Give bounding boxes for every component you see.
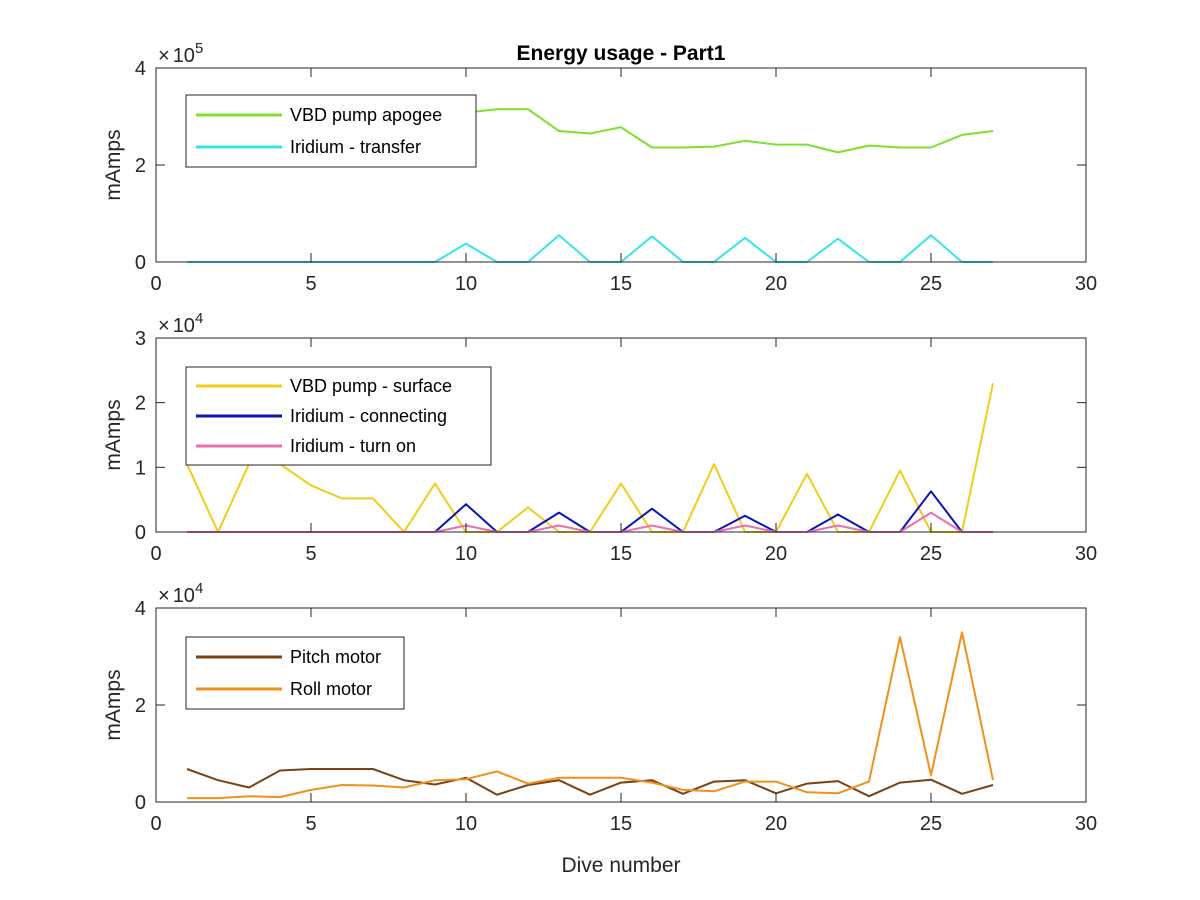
- y-tick-label: 4: [135, 598, 146, 620]
- legend: VBD pump - surface Iridium - connecting Ir…: [185, 366, 492, 466]
- x-tick-label: 25: [920, 543, 942, 565]
- legend-entry: Pitch motor: [290, 647, 381, 667]
- y-tick-label: 4: [135, 58, 146, 80]
- x-tick-label: 0: [150, 273, 161, 295]
- x-tick-label: 25: [920, 273, 942, 295]
- x-tick-label: 30: [1075, 543, 1097, 565]
- y-exponent-label: × 104: [158, 310, 203, 337]
- legend: Pitch motor Roll motor: [185, 636, 405, 710]
- legend-entry: VBD pump - surface: [290, 376, 452, 396]
- x-axis-label: Dive number: [561, 854, 680, 877]
- x-tick-label: 10: [455, 273, 477, 295]
- legend-box: [185, 94, 477, 168]
- y-tick-label: 0: [135, 522, 146, 544]
- panel-2: 0 5 10 15 20 25 30 0 1 2 3 × 104 mAmps VBD pump - surf…: [102, 310, 1097, 565]
- y-exponent: 4: [195, 310, 203, 327]
- y-tick-label: 1: [135, 457, 146, 479]
- chart-title: Energy usage - Part1: [517, 42, 726, 65]
- x-tick-label: 5: [305, 813, 316, 835]
- x-tick-label: 20: [765, 813, 787, 835]
- y-tick-label: 3: [135, 328, 146, 350]
- y-axis-label: mAmps: [102, 129, 125, 200]
- legend-box: [185, 636, 405, 710]
- legend: VBD pump apogee Iridium - transfer: [185, 94, 477, 168]
- y-tick-label: 0: [135, 252, 146, 274]
- x-tick-label: 15: [610, 273, 632, 295]
- y-tick-label: 2: [135, 393, 146, 415]
- x-tick-label: 15: [610, 813, 632, 835]
- y-exponent: 5: [195, 40, 203, 57]
- x-tick-label: 5: [305, 273, 316, 295]
- x-tick-label: 5: [305, 543, 316, 565]
- y-exponent: 4: [195, 580, 203, 597]
- x-tick-label: 10: [455, 813, 477, 835]
- x-tick-label: 0: [150, 543, 161, 565]
- series-line-roll-motor: [187, 631, 994, 800]
- y-multiplier: 10: [173, 45, 195, 67]
- y-tick-label: 2: [135, 155, 146, 177]
- y-tick-label: 0: [135, 792, 146, 814]
- x-tick-label: 0: [150, 813, 161, 835]
- legend-entry: Iridium - transfer: [290, 137, 421, 157]
- x-tick-label: 15: [610, 543, 632, 565]
- x-tick-label: 10: [455, 543, 477, 565]
- x-tick-label: 25: [920, 813, 942, 835]
- x-tick-label: 20: [765, 273, 787, 295]
- legend-entry: Iridium - connecting: [290, 406, 447, 426]
- legend-entry: VBD pump apogee: [290, 105, 442, 125]
- y-axis-label: mAmps: [102, 399, 125, 470]
- y-axis-label: mAmps: [102, 669, 125, 740]
- x-tick-label: 30: [1075, 813, 1097, 835]
- y-exponent-label: × 104: [158, 580, 203, 607]
- legend-entry: Roll motor: [290, 679, 372, 699]
- legend-entry: Iridium - turn on: [290, 436, 416, 456]
- x-tick-label: 20: [765, 543, 787, 565]
- series-line-pitch-motor: [186, 768, 994, 798]
- y-multiplier: 10: [173, 585, 195, 607]
- y-exponent-label: × 105: [158, 40, 203, 67]
- x-tick-label: 30: [1075, 273, 1097, 295]
- y-tick-label: 2: [135, 695, 146, 717]
- series-line-vbd-pump-apogee: [434, 108, 994, 154]
- y-multiplier: 10: [173, 315, 195, 337]
